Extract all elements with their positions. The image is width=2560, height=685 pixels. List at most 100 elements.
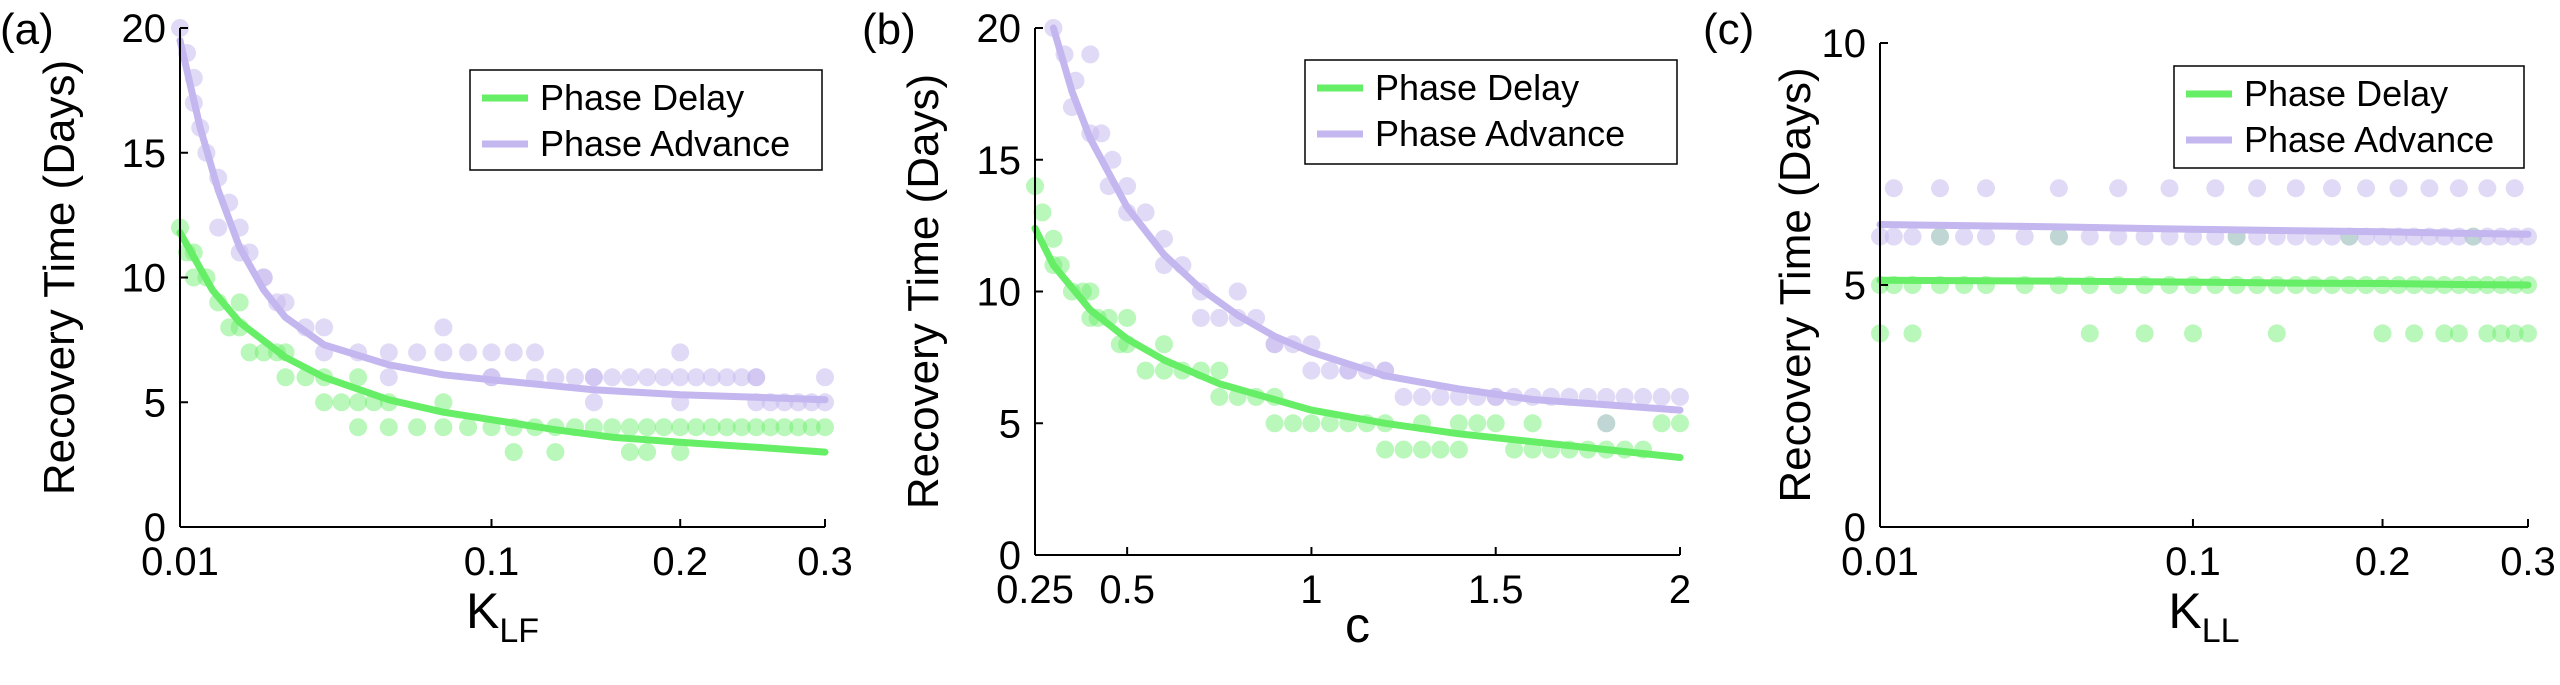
x-tick-label: 1 (1300, 568, 1322, 612)
delay-point (184, 268, 203, 287)
delay-point (1449, 414, 1468, 433)
delay-point (349, 368, 368, 387)
advance-point (1955, 227, 1974, 246)
legend-box (469, 69, 823, 171)
legend-label-advance: Phase Advance (2244, 119, 2494, 160)
legend-box (2173, 65, 2525, 169)
delay-point (620, 418, 639, 437)
advance-point (2323, 179, 2341, 198)
x-axis-label: KLL (2168, 583, 2239, 650)
y-axis-label: Recovery Time (Days) (899, 74, 948, 509)
delay-point (315, 393, 334, 412)
advance-point (1615, 387, 1634, 406)
panel-a: (a) 0 5 10 15 20 0.01 0.1 0.2 0.3 Recovery Time (D… (0, 5, 853, 650)
delay-point (747, 418, 766, 437)
delay-point (1302, 414, 1321, 433)
delay-point (816, 418, 834, 437)
advance-point (654, 368, 673, 387)
delay-point (1265, 414, 1284, 433)
delay-point (434, 393, 453, 412)
advance-fit-line (1876, 221, 2532, 238)
advance-point (2049, 179, 2068, 198)
delay-point (775, 418, 794, 437)
advance-point (671, 368, 690, 387)
delay-point (687, 418, 706, 437)
advance-point (434, 343, 453, 362)
legend-label-advance: Phase Advance (1375, 113, 1625, 154)
advance-point (1320, 361, 1339, 380)
y-tick-label: 0 (1844, 506, 1866, 550)
advance-point (2080, 227, 2099, 246)
advance-point (566, 368, 584, 387)
advance-point (1977, 179, 1995, 198)
legend-box (1304, 59, 1678, 165)
advance-fit-line (176, 37, 829, 404)
delay-point (1284, 414, 1302, 433)
advance-point (1597, 414, 1616, 433)
delay-point (620, 443, 639, 462)
advance-point (671, 343, 690, 362)
legend: Phase Delay Phase Advance (2173, 65, 2525, 169)
advance-point (209, 218, 228, 237)
advance-point (379, 343, 398, 362)
advance-point (1884, 227, 1903, 246)
delay-point (717, 418, 736, 437)
delay-point (1449, 440, 1468, 459)
delay-point (761, 418, 780, 437)
delay-fit-line (1031, 224, 1684, 461)
delay-point (230, 293, 249, 312)
delay-point (2449, 324, 2468, 343)
y-tick-label: 15 (122, 132, 167, 176)
advance-point (584, 393, 603, 412)
y-tick-label: 20 (122, 7, 167, 51)
y-tick-label: 10 (1822, 22, 1867, 66)
delay-point (379, 418, 398, 437)
delay-point (1376, 440, 1395, 459)
advance-point (2248, 179, 2267, 198)
advance-point (1394, 387, 1413, 406)
x-tick-label: 0.1 (2165, 540, 2221, 584)
x-axis-label: KLF (466, 583, 539, 650)
delay-point (1155, 361, 1173, 380)
advance-point (2420, 179, 2439, 198)
advance-point (702, 368, 721, 387)
panel-label: (c) (1703, 5, 1754, 54)
advance-point (620, 368, 639, 387)
delay-point (1468, 414, 1487, 433)
y-tick-label: 10 (977, 271, 1022, 315)
advance-point (1931, 179, 1949, 198)
delay-point (1155, 335, 1173, 354)
scatter-points (171, 19, 834, 462)
y-tick-label: 5 (999, 402, 1021, 446)
delay-point (2184, 324, 2202, 343)
y-tick-label: 5 (144, 381, 166, 425)
advance-point (1136, 203, 1155, 222)
delay-point (1210, 387, 1229, 406)
x-axis-label: c (1345, 597, 1370, 653)
delay-point (1413, 440, 1431, 459)
y-tick-label: 10 (122, 257, 167, 301)
advance-point (1903, 227, 1922, 246)
delay-point (240, 343, 259, 362)
advance-point (434, 318, 453, 337)
x-tick-label: 0.2 (2355, 540, 2411, 584)
advance-point (1431, 387, 1450, 406)
delay-point (408, 418, 427, 437)
panel-label: (a) (0, 5, 54, 54)
delay-point (1431, 440, 1450, 459)
advance-point (603, 368, 622, 387)
x-tick-label: 0.5 (1099, 568, 1155, 612)
advance-point (747, 368, 766, 387)
delay-point (276, 368, 295, 387)
advance-point (1652, 387, 1671, 406)
delay-point (638, 443, 657, 462)
delay-point (671, 443, 690, 462)
advance-point (1081, 45, 1100, 64)
advance-point (717, 368, 736, 387)
delay-point (1903, 324, 1922, 343)
delay-point (349, 393, 368, 412)
advance-point (2015, 227, 2034, 246)
y-tick-label: 15 (977, 139, 1022, 183)
advance-point (1118, 177, 1137, 196)
